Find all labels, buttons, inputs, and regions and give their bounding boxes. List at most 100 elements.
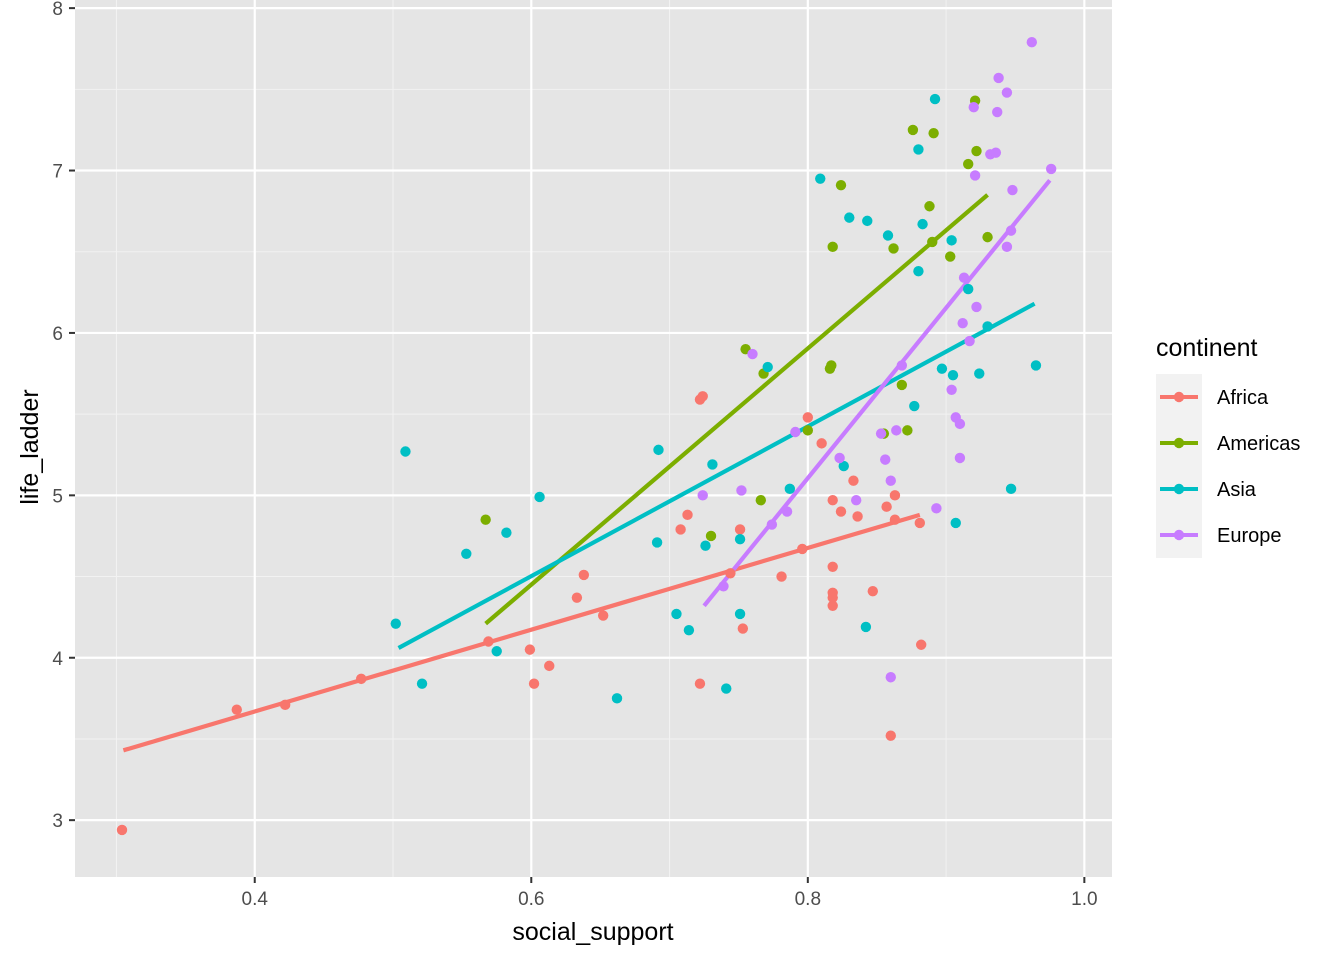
point-africa bbox=[802, 412, 814, 423]
legend-label: Asia bbox=[1217, 479, 1257, 501]
point-africa bbox=[852, 511, 863, 522]
legend-label: Americas bbox=[1217, 433, 1300, 455]
point-africa bbox=[914, 517, 926, 529]
point-africa bbox=[675, 524, 686, 535]
point-asia bbox=[838, 460, 849, 472]
point-europe bbox=[957, 317, 968, 329]
point-europe bbox=[1045, 163, 1057, 175]
point-africa bbox=[694, 678, 706, 689]
point-africa bbox=[734, 524, 746, 535]
y-tick-label: 5 bbox=[52, 486, 63, 507]
point-asia bbox=[651, 537, 663, 548]
panel-background bbox=[75, 0, 1112, 877]
trend-line-americas bbox=[484, 193, 989, 626]
point-asia bbox=[947, 369, 959, 381]
point-americas bbox=[982, 231, 993, 243]
point-africa bbox=[885, 730, 896, 741]
point-africa bbox=[881, 501, 892, 512]
point-asia bbox=[913, 266, 924, 277]
point-asia bbox=[946, 235, 957, 246]
trend-line-asia bbox=[397, 301, 1036, 650]
point-americas bbox=[826, 360, 837, 371]
y-axis: 3 4 5 6 7 8 bbox=[52, 0, 75, 832]
x-tick-label: 1.0 bbox=[1071, 889, 1097, 910]
legend-label: Africa bbox=[1217, 387, 1269, 409]
point-americas bbox=[924, 201, 935, 212]
trend-line-europe bbox=[702, 178, 1052, 608]
point-africa bbox=[827, 600, 838, 611]
point-africa bbox=[279, 699, 291, 711]
point-africa bbox=[597, 610, 609, 621]
point-europe bbox=[1007, 184, 1018, 196]
point-asia bbox=[982, 321, 993, 332]
point-asia bbox=[963, 283, 974, 295]
grid-minor bbox=[75, 0, 1112, 877]
point-africa bbox=[571, 592, 583, 603]
legend-key-point bbox=[1173, 483, 1185, 495]
point-asia bbox=[534, 491, 545, 503]
point-europe bbox=[964, 335, 975, 347]
point-americas bbox=[927, 236, 938, 248]
point-europe bbox=[697, 490, 708, 501]
point-asia bbox=[909, 400, 920, 412]
point-africa bbox=[848, 475, 859, 486]
point-asia bbox=[400, 446, 411, 457]
point-asia bbox=[416, 678, 428, 689]
y-tick-label: 6 bbox=[52, 324, 63, 345]
point-asia bbox=[734, 608, 746, 620]
point-africa bbox=[915, 639, 927, 650]
legend-key-point bbox=[1173, 391, 1185, 403]
point-americas bbox=[835, 179, 847, 191]
point-asia bbox=[653, 444, 664, 456]
point-africa bbox=[797, 543, 808, 555]
point-africa bbox=[697, 391, 708, 402]
point-europe bbox=[1001, 87, 1013, 98]
point-americas bbox=[755, 495, 767, 506]
point-europe bbox=[834, 452, 845, 464]
point-americas bbox=[907, 124, 919, 136]
point-americas bbox=[802, 425, 814, 436]
point-europe bbox=[969, 170, 981, 181]
point-europe bbox=[954, 452, 966, 464]
point-europe bbox=[1026, 37, 1038, 48]
point-americas bbox=[705, 530, 717, 542]
trend-lines bbox=[122, 178, 1052, 753]
point-europe bbox=[885, 475, 896, 486]
legend-item-asia: Asia bbox=[1156, 466, 1257, 512]
point-europe bbox=[954, 418, 966, 430]
point-asia bbox=[950, 517, 961, 529]
point-africa bbox=[776, 571, 787, 582]
point-asia bbox=[929, 93, 941, 105]
point-asia bbox=[974, 368, 985, 379]
point-americas bbox=[902, 425, 913, 436]
x-tick-label: 0.4 bbox=[242, 889, 269, 910]
point-asia bbox=[461, 548, 472, 560]
point-asia bbox=[815, 173, 826, 184]
point-americas bbox=[963, 158, 974, 170]
legend-item-africa: Africa bbox=[1156, 374, 1269, 420]
point-europe bbox=[992, 106, 1003, 118]
point-asia bbox=[611, 693, 623, 704]
point-americas bbox=[945, 251, 956, 262]
legend-title: continent bbox=[1156, 334, 1258, 362]
point-asia bbox=[917, 218, 928, 230]
point-americas bbox=[971, 145, 982, 157]
y-axis-title: life_ladder bbox=[16, 389, 44, 504]
point-americas bbox=[827, 241, 838, 253]
point-americas bbox=[928, 127, 939, 139]
point-europe bbox=[766, 519, 778, 530]
point-africa bbox=[483, 636, 494, 647]
point-europe bbox=[875, 428, 887, 439]
point-asia bbox=[882, 230, 894, 241]
point-africa bbox=[231, 704, 242, 715]
point-asia bbox=[390, 618, 401, 629]
point-asia bbox=[762, 361, 773, 373]
point-asia bbox=[860, 621, 872, 633]
point-africa bbox=[578, 569, 590, 581]
point-europe bbox=[931, 503, 942, 514]
point-africa bbox=[867, 585, 878, 597]
y-tick-label: 7 bbox=[52, 162, 63, 183]
point-asia bbox=[1005, 483, 1017, 495]
point-africa bbox=[682, 509, 693, 521]
